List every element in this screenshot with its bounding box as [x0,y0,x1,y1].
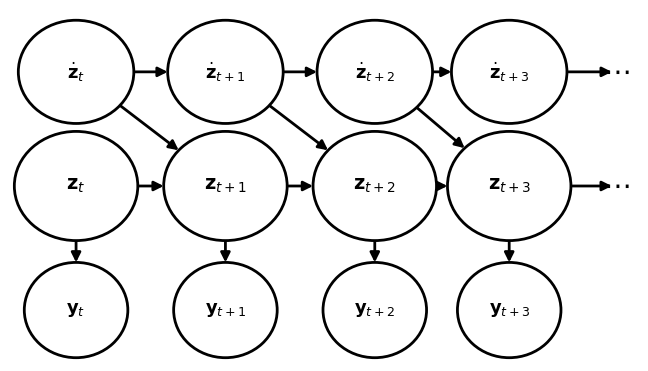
Text: $\mathbf{z}_{t+2}$: $\mathbf{z}_{t+2}$ [353,177,396,196]
FancyArrowPatch shape [120,105,176,148]
Ellipse shape [448,131,571,240]
Text: $\dot{\mathbf{z}}_{t+2}$: $\dot{\mathbf{z}}_{t+2}$ [355,60,395,83]
Text: $\mathbf{z}_{t+1}$: $\mathbf{z}_{t+1}$ [204,177,247,196]
FancyArrowPatch shape [571,182,608,190]
FancyArrowPatch shape [270,105,325,148]
Text: $\mathbf{z}_t$: $\mathbf{z}_t$ [66,177,86,196]
Ellipse shape [174,262,277,358]
FancyArrowPatch shape [505,240,513,259]
Ellipse shape [457,262,561,358]
Text: $\mathbf{y}_{t+2}$: $\mathbf{y}_{t+2}$ [354,301,395,319]
Ellipse shape [164,131,287,240]
Text: $\mathbf{z}_{t+3}$: $\mathbf{z}_{t+3}$ [487,177,531,196]
Ellipse shape [168,20,283,124]
Ellipse shape [452,20,567,124]
FancyArrowPatch shape [417,108,462,146]
FancyArrowPatch shape [72,240,80,259]
Ellipse shape [24,262,128,358]
Text: $\dot{\mathbf{z}}_{t+3}$: $\dot{\mathbf{z}}_{t+3}$ [489,60,529,83]
FancyArrowPatch shape [371,240,378,259]
FancyArrowPatch shape [222,240,229,259]
Text: $\mathbf{y}_{t+3}$: $\mathbf{y}_{t+3}$ [489,301,530,319]
Text: $\mathbf{y}_t$: $\mathbf{y}_t$ [67,301,86,319]
Ellipse shape [14,131,138,240]
FancyArrowPatch shape [432,68,448,76]
Text: $\cdots$: $\cdots$ [603,58,630,86]
Ellipse shape [323,262,426,358]
FancyArrowPatch shape [138,182,161,190]
Text: $\cdots$: $\cdots$ [603,172,630,200]
Text: $\mathbf{y}_{t+1}$: $\mathbf{y}_{t+1}$ [205,301,246,319]
Ellipse shape [18,20,134,124]
Text: $\dot{\mathbf{z}}_t$: $\dot{\mathbf{z}}_t$ [67,60,85,83]
FancyArrowPatch shape [437,182,445,190]
FancyArrowPatch shape [283,68,314,76]
FancyArrowPatch shape [134,68,165,76]
Ellipse shape [313,131,437,240]
Ellipse shape [317,20,432,124]
FancyArrowPatch shape [567,68,608,76]
Text: $\dot{\mathbf{z}}_{t+1}$: $\dot{\mathbf{z}}_{t+1}$ [205,60,246,83]
FancyArrowPatch shape [287,182,310,190]
